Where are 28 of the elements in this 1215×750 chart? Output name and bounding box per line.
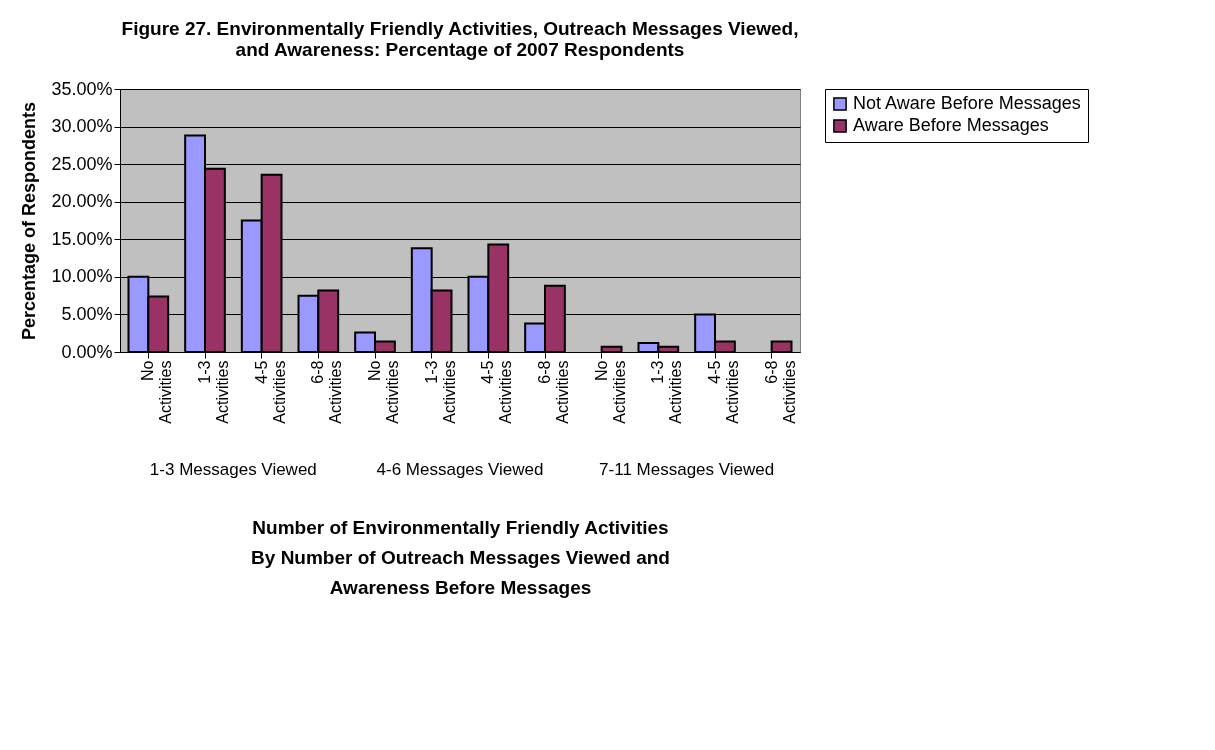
y-tick-label: 20.00% bbox=[51, 191, 113, 212]
y-tick-label: 5.00% bbox=[61, 303, 113, 324]
text: 4-6 Messages Viewed bbox=[376, 460, 544, 479]
x-axis-title: Number of Environmentally Friendly Activities By Number of Outreach Messages Viewed and Awareness Before Messages bbox=[251, 516, 670, 598]
text: 7-11 Messages Viewed bbox=[599, 460, 775, 479]
x-tick-label: 1-3 Activities bbox=[422, 360, 458, 424]
x-tick-label: 1-3 Activities bbox=[196, 360, 231, 424]
y-tick-label: 0.00% bbox=[61, 341, 113, 362]
x-tick-label: 4-5 Activities bbox=[252, 360, 288, 424]
x-tick-label: 4-5 Activities bbox=[706, 360, 741, 424]
y-tick-label: 25.00% bbox=[51, 153, 113, 174]
x-tick-label: No Activities bbox=[366, 360, 401, 424]
x-tick-label: No Activities bbox=[592, 360, 628, 424]
y-tick-label: 30.00% bbox=[51, 116, 113, 137]
x-tick-label: 6-8 Activities bbox=[536, 360, 571, 424]
x-tick-label: 6-8 Activities bbox=[309, 360, 345, 424]
x-tick-label: 1-3 Activities bbox=[649, 360, 685, 424]
y-tick-label: 35.00% bbox=[51, 78, 113, 99]
x-tick-label: No Activities bbox=[139, 360, 175, 424]
y-axis-title: Percentage of Respondents bbox=[19, 101, 40, 341]
legend-label: Not Aware Before Messages bbox=[853, 93, 1081, 113]
y-tick-label: 10.00% bbox=[51, 266, 113, 287]
x-tick-label: 4-5 Activities bbox=[479, 360, 515, 424]
legend-label: Aware Before Messages bbox=[853, 115, 1049, 135]
chart-title: Figure 27. Environmentally Friendly Activities, Outreach Messages Viewed, and Awareness: Percentage of 2007 Respondents bbox=[121, 18, 799, 60]
y-tick-label: 15.00% bbox=[51, 228, 113, 249]
text: 1-3 Messages Viewed bbox=[149, 460, 317, 479]
x-tick-label: 6-8 Activities bbox=[762, 360, 798, 424]
